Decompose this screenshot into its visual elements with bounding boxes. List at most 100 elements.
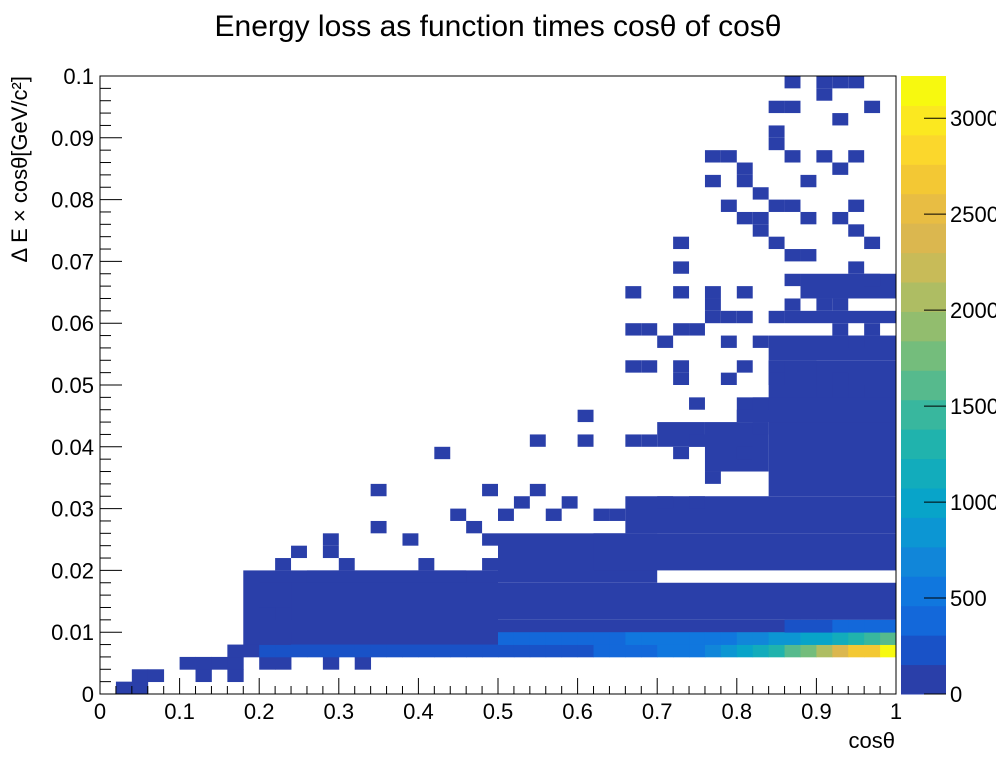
- colorbar-swatch: [901, 370, 946, 401]
- heatmap-bin: [864, 236, 881, 250]
- heatmap-bin: [704, 174, 721, 188]
- x-tick-label: 0.3: [324, 699, 355, 724]
- colorbar-swatch: [901, 605, 946, 636]
- colorbar-tick-label: 1500: [950, 394, 996, 419]
- heatmap-bin: [322, 545, 339, 559]
- heatmap-bin: [784, 100, 801, 114]
- heatmap-bin: [673, 261, 690, 274]
- heatmap-region: [306, 570, 467, 583]
- heatmap-bin: [864, 273, 881, 287]
- heatmap-bin: [179, 656, 196, 670]
- colorbar-swatch: [901, 134, 946, 165]
- heatmap-bin: [498, 644, 515, 658]
- colorbar-swatch: [901, 546, 946, 577]
- heatmap-bin: [752, 422, 769, 435]
- heatmap-bin: [832, 323, 849, 336]
- heatmap-bin: [673, 632, 690, 645]
- heatmap-bin: [752, 644, 770, 658]
- heatmap-bin: [848, 335, 865, 348]
- heatmap-bin: [736, 211, 753, 225]
- heatmap-bin: [322, 644, 340, 658]
- y-tick-label: 0.08: [51, 188, 94, 213]
- heatmap-bin: [338, 558, 355, 571]
- heatmap-bin: [625, 434, 642, 447]
- y-tick-label: 0.07: [51, 249, 94, 274]
- heatmap-bin: [195, 656, 212, 670]
- heatmap-bin: [641, 323, 658, 336]
- heatmap-bin: [800, 632, 817, 645]
- heatmap-bin: [720, 310, 737, 324]
- colorbar-swatch: [901, 429, 946, 460]
- heatmap-bin: [147, 669, 165, 683]
- heatmap-bin: [673, 286, 690, 299]
- heatmap-bin: [832, 211, 849, 225]
- heatmap-bin: [482, 644, 499, 658]
- heatmap-bin: [689, 434, 705, 447]
- heatmap-bin: [577, 632, 594, 645]
- heatmap-bin: [593, 632, 610, 645]
- heatmap-bin: [768, 372, 785, 385]
- colorbar-swatch: [901, 193, 946, 224]
- heatmap-bin: [736, 360, 753, 373]
- heatmap-bin: [752, 335, 769, 348]
- heatmap-bin: [816, 385, 833, 398]
- heatmap-region: [593, 533, 896, 571]
- heatmap-bin: [370, 644, 387, 658]
- heatmap-bin: [625, 632, 642, 645]
- heatmap-bin: [657, 496, 674, 509]
- heatmap-bin: [864, 632, 881, 645]
- x-tick-label: 0.6: [562, 699, 593, 724]
- colorbar-swatch: [901, 576, 946, 607]
- heatmap-bin: [768, 100, 785, 114]
- heatmap-bin: [832, 298, 849, 311]
- heatmap-bin: [848, 261, 865, 274]
- heatmap-bin: [657, 632, 674, 645]
- heatmap-bin: [593, 644, 610, 658]
- colorbar: [901, 76, 946, 695]
- heatmap-bin: [848, 76, 865, 89]
- heatmap-bin: [832, 619, 849, 633]
- heatmap-bin: [752, 187, 769, 200]
- colorbar-tick-label: 3000: [950, 106, 996, 131]
- colorbar-swatch: [901, 76, 946, 106]
- heatmap-bin: [641, 434, 658, 447]
- heatmap-bin: [291, 644, 308, 658]
- heatmap-background-blocks: [243, 76, 896, 657]
- heatmap-bin: [418, 644, 435, 658]
- y-tick-label: 0.05: [51, 373, 94, 398]
- heatmap-bin: [673, 446, 690, 460]
- colorbar-swatch: [901, 282, 946, 312]
- colorbar-swatch: [901, 399, 946, 430]
- heatmap-bin: [609, 632, 626, 645]
- heatmap-bin: [768, 125, 785, 138]
- heatmap-bin: [816, 644, 833, 658]
- heatmap-bin: [768, 310, 785, 324]
- heatmap-bin: [354, 644, 372, 658]
- heatmap-bin: [370, 520, 387, 534]
- heatmap-bin: [864, 100, 881, 114]
- heatmap-bin: [784, 632, 801, 645]
- heatmap-bin: [704, 632, 722, 645]
- heatmap-bin: [625, 360, 642, 373]
- heatmap-bin: [720, 632, 738, 645]
- heatmap-bin: [577, 644, 594, 658]
- heatmap-bin: [641, 644, 658, 658]
- heatmap-bin: [561, 496, 578, 509]
- heatmap-bin: [784, 150, 801, 163]
- y-tick-label: 0.01: [51, 620, 94, 645]
- heatmap-bin: [291, 545, 307, 559]
- heatmap-bin: [784, 644, 801, 658]
- colorbar-tick-label: 1000: [950, 490, 996, 515]
- heatmap-bin: [816, 76, 833, 89]
- colorbar-tick-label: 0: [950, 682, 962, 707]
- heatmap-bin: [418, 558, 435, 571]
- heatmap-bin: [657, 644, 674, 658]
- heatmap-bin: [784, 619, 801, 633]
- heatmap-bin: [720, 644, 738, 658]
- heatmap-bin: [641, 632, 658, 645]
- heatmap-bin: [131, 669, 149, 683]
- heatmap-bin: [720, 335, 737, 348]
- heatmap-bin: [513, 496, 530, 509]
- colorbar-ticks: 0 500 1000 1500 2000 2500 3000: [924, 106, 996, 707]
